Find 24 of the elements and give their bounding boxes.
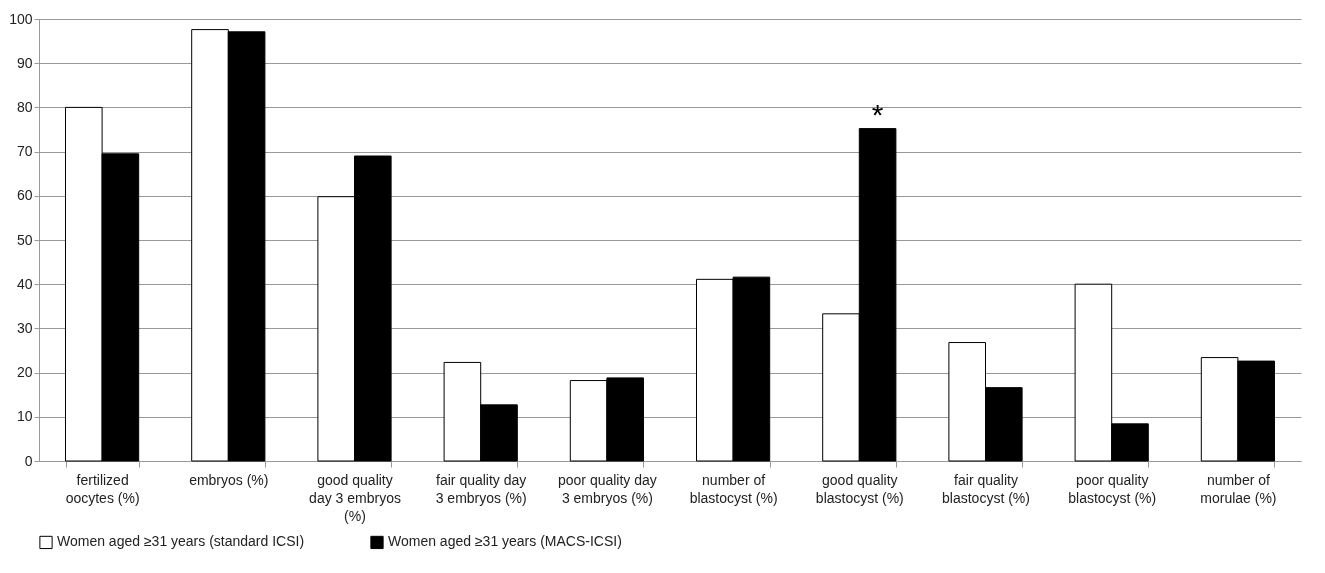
- y-tick-label: 30: [16, 319, 33, 336]
- x-tick-label: fertilized oocytes (%): [65, 471, 140, 506]
- x-tick-label: good quality blastocyst (%): [815, 471, 904, 506]
- x-tick-label: number of blastocyst (%): [689, 471, 778, 506]
- y-tick-label: 0: [24, 452, 33, 469]
- y-tick-label: 50: [16, 231, 33, 248]
- y-tick-label: 80: [16, 98, 33, 115]
- y-tick-label: 60: [16, 187, 33, 204]
- legend-label: Women aged ≥31 years (standard ICSI): [57, 533, 305, 550]
- y-tick-label: 40: [16, 275, 33, 292]
- y-tick-label: 100: [9, 10, 33, 27]
- x-tick-label: fair quality blastocyst (%): [942, 471, 1030, 506]
- x-tick-label: good quality day 3 embryos (%): [309, 471, 401, 524]
- annotation: *: [871, 97, 884, 131]
- legend-label: Women aged ≥31 years (MACS-ICSI): [388, 533, 622, 550]
- x-tick-label: poor quality day 3 embryos (%): [557, 471, 657, 506]
- x-tick-label: number of morulae (%): [1200, 471, 1277, 506]
- x-tick-label: fair quality day 3 embryos (%): [435, 471, 527, 506]
- x-tick-label: embryos (%): [189, 471, 269, 488]
- y-tick-label: 70: [16, 143, 33, 160]
- y-tick-label: 10: [16, 408, 33, 425]
- x-tick-label: poor quality blastocyst (%): [1068, 471, 1157, 506]
- y-tick-label: 20: [16, 364, 33, 381]
- y-tick-label: 90: [16, 54, 33, 71]
